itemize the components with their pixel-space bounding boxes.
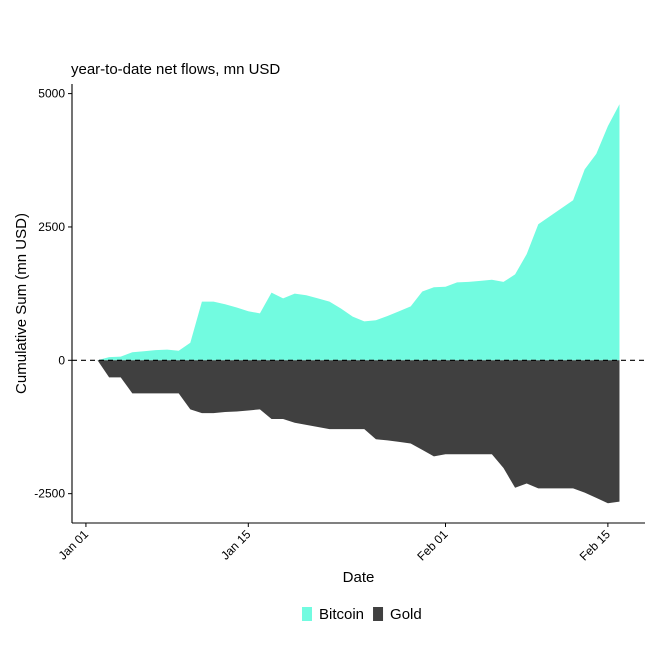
x-tick-label: Jan 01 [56,527,92,563]
x-tick-label: Feb 01 [414,527,451,564]
legend-label-gold: Gold [390,606,422,623]
y-tick-label: 2500 [38,220,65,234]
y-tick-label: 5000 [38,87,65,101]
area-bitcoin [98,104,620,360]
legend-swatch-bitcoin [302,607,312,621]
y-axis-title: Cumulative Sum (mn USD) [13,213,30,394]
area-gold [98,360,620,503]
legend: Bitcoin Gold [302,606,422,623]
chart-title: year-to-date net flows, mn USD [71,61,280,78]
legend-swatch-gold [373,607,383,621]
y-tick-label: -2500 [34,487,65,501]
plot-panel: -2500 0 2500 5000 Jan 01 Jan 15 Feb 01 Feb 15 [34,84,645,564]
y-tick-label: 0 [58,353,65,367]
area-layer [98,104,620,503]
y-axis-ticks: -2500 0 2500 5000 [34,87,72,501]
legend-label-bitcoin: Bitcoin [319,606,364,623]
x-axis-title: Date [343,569,375,586]
x-tick-label: Feb 15 [577,527,614,564]
x-axis-ticks: Jan 01 Jan 15 Feb 01 Feb 15 [56,523,614,564]
x-tick-label: Jan 15 [218,527,254,563]
